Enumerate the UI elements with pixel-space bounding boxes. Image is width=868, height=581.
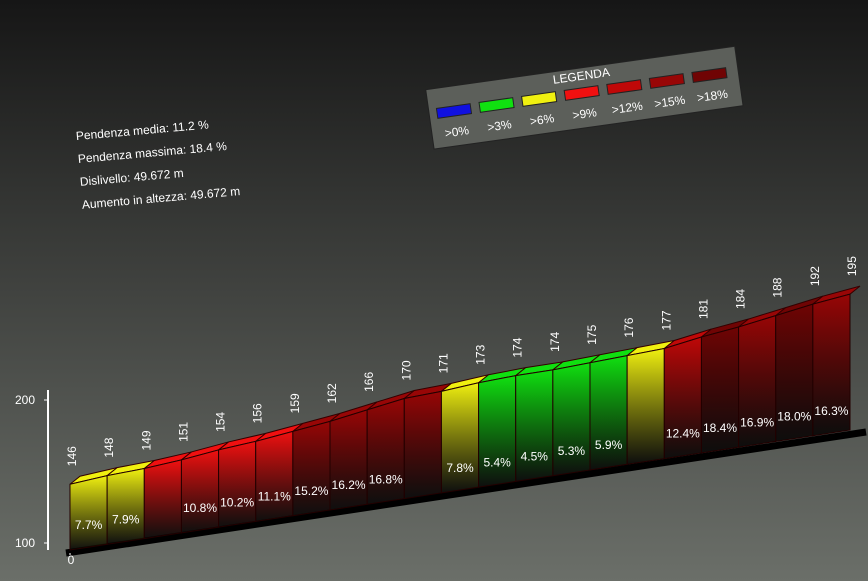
- legend: LEGENDA >0% >3% >6% >9% >12% >15% >18%: [425, 45, 744, 150]
- segment: [255, 430, 294, 523]
- segment: [69, 475, 108, 551]
- segment: [329, 409, 368, 511]
- legend-label: >15%: [653, 93, 686, 111]
- elevation-label: 154: [214, 412, 228, 432]
- legend-swatch: [606, 79, 643, 95]
- elevation-label: 175: [585, 324, 599, 344]
- gradient-label: 18.0%: [777, 410, 811, 424]
- gradient-label: 5.3%: [558, 444, 586, 458]
- gradient-label: 5.4%: [483, 455, 511, 469]
- y-tick-label: 200: [15, 393, 35, 407]
- elevation-label: 173: [474, 344, 488, 364]
- y-tick-label: 100: [15, 536, 35, 550]
- plot: 100 200 0 7.7% 7.9% 10.8% 10.2% 11.1% 15.2% 16.2%…: [15, 256, 861, 567]
- legend-swatch: [478, 97, 515, 113]
- gradient-label: 16.9%: [740, 415, 774, 429]
- segment: [366, 397, 405, 505]
- elevation-label: 156: [251, 403, 265, 423]
- segment: [218, 440, 257, 528]
- gradient-label: 5.9%: [595, 438, 623, 452]
- gradient-label: 4.5%: [521, 450, 549, 464]
- legend-label: >18%: [696, 87, 729, 105]
- gradient-label: 10.8%: [183, 501, 217, 515]
- gradient-label: 10.2%: [220, 495, 254, 509]
- elevation-label: 159: [288, 393, 302, 413]
- gradient-label: 7.9%: [112, 512, 140, 526]
- legend-swatch: [521, 91, 558, 107]
- elevation-label: 195: [845, 256, 859, 276]
- elevation-label: 149: [139, 430, 153, 450]
- legend-label: >12%: [611, 99, 644, 117]
- legend-swatch: [435, 103, 473, 119]
- segment: [143, 459, 182, 540]
- x-tick-label: 0: [68, 553, 75, 567]
- elevation-label: 174: [511, 337, 525, 357]
- elevation-label: 184: [734, 289, 748, 309]
- gradient-label: 11.1%: [258, 490, 291, 504]
- legend-swatch: [648, 73, 685, 89]
- elevation-label: 166: [362, 372, 376, 392]
- gradient-label: 7.7%: [75, 518, 103, 532]
- elevation-label: 170: [399, 360, 413, 380]
- legend-label: >3%: [486, 117, 512, 134]
- segment: [812, 293, 851, 437]
- segment: [106, 467, 145, 545]
- elevation-label: 171: [436, 353, 450, 373]
- elevation-label: 181: [696, 299, 710, 319]
- gradient-label: 16.2%: [332, 478, 366, 492]
- segment: [515, 369, 554, 483]
- legend-swatch: [691, 67, 728, 83]
- legend-swatch: [563, 85, 600, 101]
- gradient-label: 18.4%: [703, 421, 737, 435]
- elevation-label: 151: [176, 422, 190, 442]
- elevation-label: 192: [808, 266, 822, 286]
- gradient-label: 15.2%: [294, 484, 328, 498]
- gradient-label: 12.4%: [666, 427, 700, 441]
- gradient-label: 16.8%: [369, 472, 403, 486]
- elevation-label: 162: [325, 383, 339, 403]
- segment: [403, 390, 442, 500]
- elevation-label: 146: [65, 446, 79, 466]
- segment: [292, 420, 331, 517]
- elevation-label: 188: [771, 277, 785, 297]
- legend-label: >9%: [572, 105, 598, 122]
- segment: [552, 362, 591, 477]
- gradient-label: 7.8%: [446, 461, 474, 475]
- segment: [626, 347, 665, 465]
- baseline: [65, 428, 867, 557]
- elevation-label: 177: [659, 310, 673, 330]
- gradient-label: 16.3%: [814, 404, 848, 418]
- legend-label: >6%: [529, 111, 555, 128]
- elevation-label: 148: [102, 437, 116, 457]
- elevation-label: 174: [548, 332, 562, 352]
- segment: [589, 355, 628, 471]
- segment: [478, 375, 517, 488]
- elevation-label: 176: [622, 317, 636, 337]
- legend-label: >0%: [444, 123, 470, 140]
- segment: [440, 382, 480, 494]
- segment: [180, 449, 220, 534]
